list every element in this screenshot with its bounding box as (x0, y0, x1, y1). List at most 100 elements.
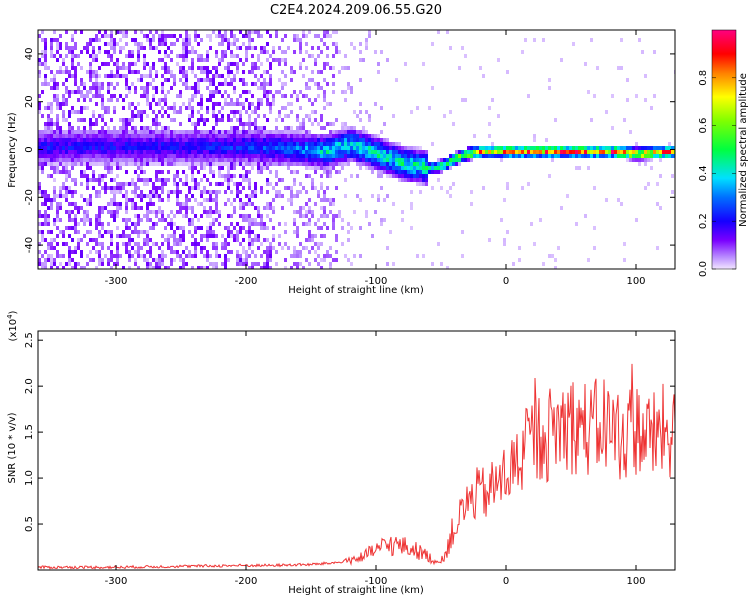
heatmap-cell (269, 158, 272, 162)
heatmap-cell (161, 134, 164, 138)
heatmap-cell (512, 150, 515, 154)
heatmap-cell (101, 234, 104, 238)
heatmap-cell (50, 154, 53, 158)
heatmap-cell (488, 154, 491, 158)
heatmap-cell (77, 118, 80, 122)
heatmap-cell (296, 98, 299, 102)
heatmap-cell (341, 154, 344, 158)
heatmap-cell (107, 154, 110, 158)
heatmap-cell (443, 166, 446, 170)
heatmap-cell (107, 62, 110, 66)
heatmap-cell (65, 154, 68, 158)
heatmap-cell (53, 142, 56, 146)
heatmap-cell (245, 254, 248, 258)
heatmap-cell (368, 162, 371, 166)
heatmap-cell (314, 134, 317, 138)
heatmap-cell (215, 154, 218, 158)
heatmap-cell (605, 154, 608, 158)
heatmap-cell (206, 214, 209, 218)
heatmap-cell (341, 66, 344, 70)
heatmap-cell (53, 178, 56, 182)
heatmap-cell (206, 150, 209, 154)
heatmap-cell (38, 182, 41, 186)
heatmap-cell (182, 42, 185, 46)
heatmap-cell (116, 254, 119, 258)
heatmap-cell (470, 150, 473, 154)
heatmap-cell (311, 78, 314, 82)
heatmap-cell (140, 154, 143, 158)
heatmap-cell (65, 78, 68, 82)
heatmap-cell (443, 158, 446, 162)
heatmap-cell (188, 138, 191, 142)
heatmap-cell (353, 134, 356, 138)
heatmap-cell (149, 150, 152, 154)
heatmap-cell (47, 162, 50, 166)
heatmap-cell (656, 146, 659, 150)
heatmap-cell (158, 142, 161, 146)
heatmap-cell (38, 258, 41, 262)
heatmap-cell (110, 158, 113, 162)
heatmap-cell (104, 142, 107, 146)
heatmap-cell (257, 210, 260, 214)
heatmap-cell (167, 234, 170, 238)
heatmap-cell (74, 162, 77, 166)
heatmap-cell (560, 150, 563, 154)
heatmap-cell (632, 150, 635, 154)
heatmap-cell (629, 154, 632, 158)
heatmap-cell (95, 70, 98, 74)
heatmap-cell (173, 134, 176, 138)
heatmap-cell (419, 182, 422, 186)
heatmap-cell (389, 166, 392, 170)
heatmap-cell (317, 138, 320, 142)
heatmap-cell (41, 54, 44, 58)
heatmap-cell (107, 110, 110, 114)
heatmap-cell (578, 146, 581, 150)
heatmap-cell (302, 94, 305, 98)
heatmap-cell (167, 222, 170, 226)
heatmap-cell (212, 110, 215, 114)
heatmap-cell (116, 250, 119, 254)
heatmap-cell (665, 146, 668, 150)
heatmap-cell (104, 206, 107, 210)
heatmap-cell (344, 90, 347, 94)
heatmap-cell (254, 30, 257, 34)
heatmap-cell (626, 154, 629, 158)
heatmap-cell (584, 62, 587, 66)
heatmap-cell (254, 186, 257, 190)
heatmap-cell (137, 234, 140, 238)
heatmap-cell (356, 158, 359, 162)
heatmap-cell (347, 86, 350, 90)
heatmap-cell (140, 142, 143, 146)
heatmap-cell (137, 254, 140, 258)
heatmap-cell (461, 150, 464, 154)
heatmap-cell (353, 150, 356, 154)
heatmap-cell (143, 94, 146, 98)
heatmap-cell (284, 134, 287, 138)
heatmap-cell (245, 50, 248, 54)
heatmap-cell (206, 74, 209, 78)
heatmap-cell (92, 154, 95, 158)
heatmap-cell (167, 130, 170, 134)
heatmap-cell (365, 46, 368, 50)
heatmap-cell (104, 42, 107, 46)
heatmap-cell (143, 66, 146, 70)
heatmap-cell (218, 58, 221, 62)
heatmap-cell (140, 46, 143, 50)
heatmap-cell (65, 30, 68, 34)
heatmap-cell (419, 154, 422, 158)
heatmap-cell (248, 202, 251, 206)
heatmap-cell (107, 74, 110, 78)
heatmap-cell (368, 142, 371, 146)
heatmap-cell (59, 194, 62, 198)
heatmap-cell (344, 98, 347, 102)
heatmap-cell (98, 134, 101, 138)
heatmap-cell (284, 266, 287, 269)
heatmap-cell (455, 158, 458, 162)
heatmap-cell (113, 110, 116, 114)
heatmap-cell (554, 118, 557, 122)
heatmap-cell (329, 138, 332, 142)
heatmap-cell (650, 166, 653, 170)
heatmap-cell (410, 166, 413, 170)
heatmap-cell (140, 42, 143, 46)
heatmap-cell (230, 142, 233, 146)
